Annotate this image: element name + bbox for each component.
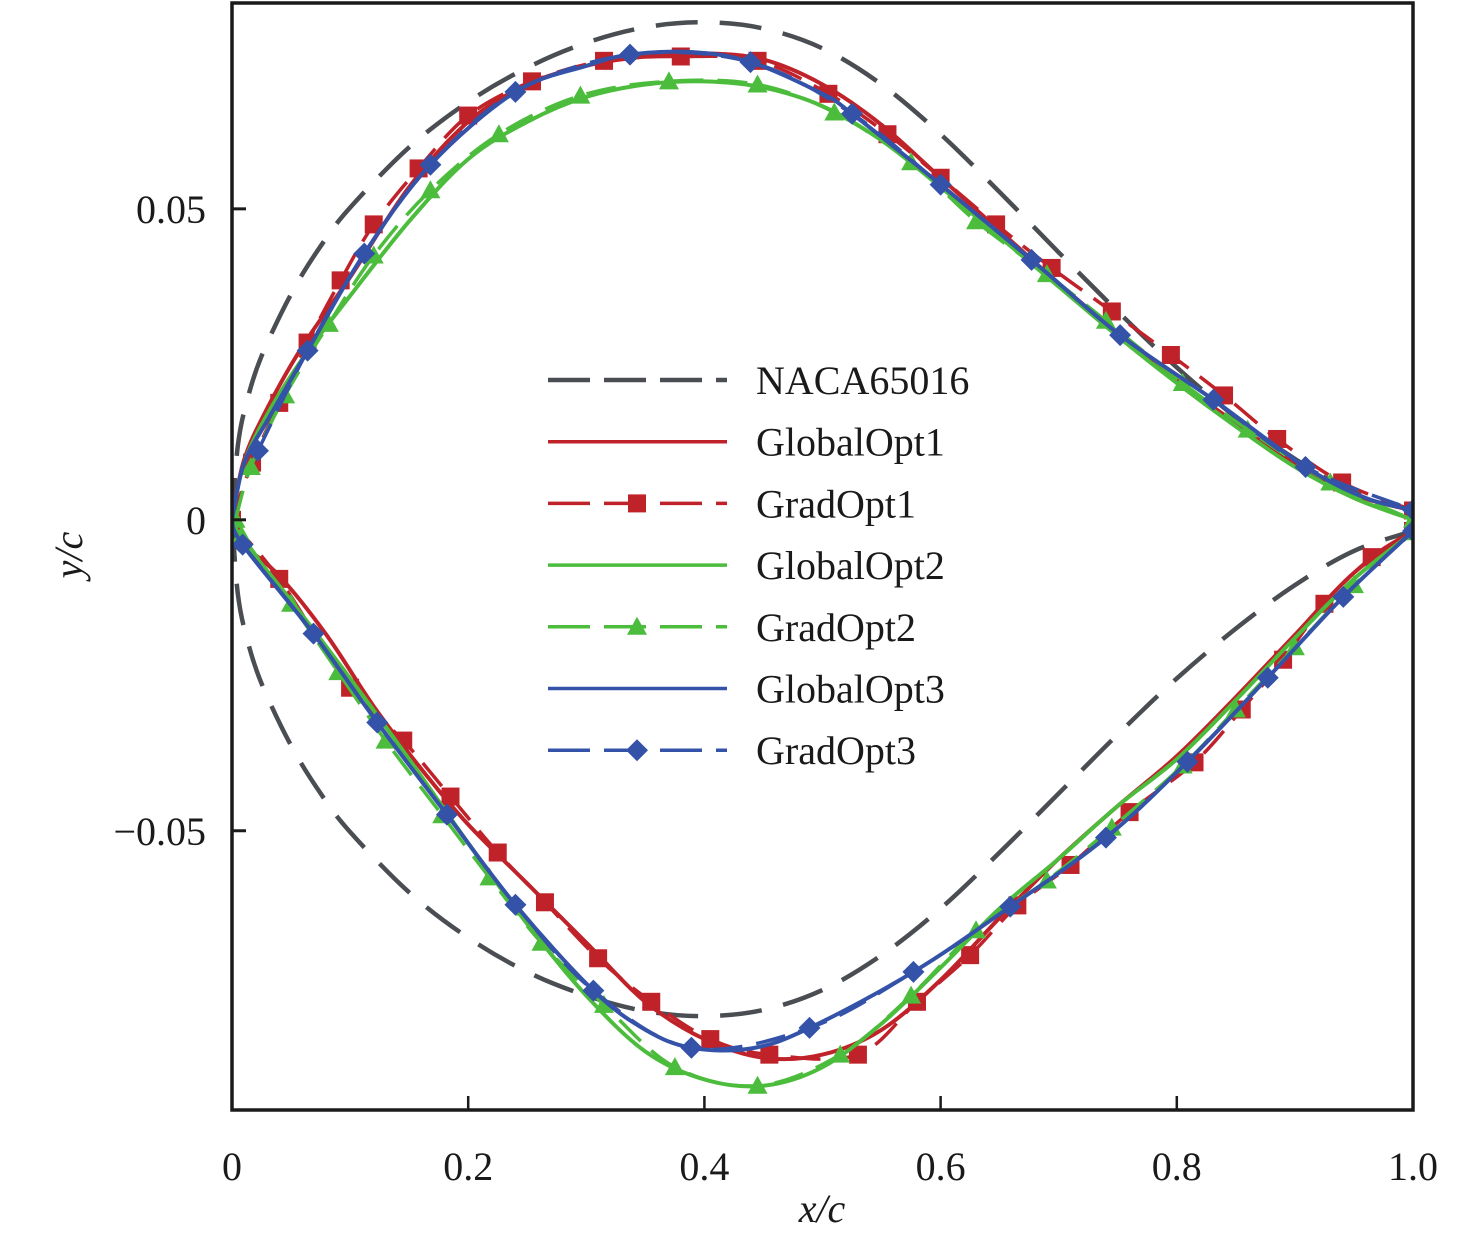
legend-marker-gradopt1 xyxy=(628,494,646,513)
legend-label-naca65016: NACA65016 xyxy=(756,358,969,403)
marker-gradopt2-upper-6 xyxy=(488,124,509,143)
x-tick-label: 0.6 xyxy=(916,1144,966,1189)
legend-item-globalopt2: GlobalOpt2 xyxy=(548,543,945,588)
legend-item-gradopt1: GradOpt1 xyxy=(548,481,916,526)
marker-gradopt1-lower-10 xyxy=(760,1045,779,1064)
x-axis-title: x/c xyxy=(798,1186,846,1231)
marker-gradopt2-lower-16 xyxy=(1225,699,1246,718)
legend-marker-gradopt3 xyxy=(626,739,648,762)
marker-gradopt2-upper-12 xyxy=(966,211,987,230)
x-tick-label: 0.8 xyxy=(1152,1144,1202,1189)
line-naca65016-lower xyxy=(232,519,1413,1019)
marker-gradopt2-upper-1 xyxy=(240,456,261,475)
legend-item-naca65016: NACA65016 xyxy=(548,358,969,403)
series-layer xyxy=(232,20,1413,1094)
y-tick-label: 0.05 xyxy=(136,187,206,232)
marker-gradopt1-lower-8 xyxy=(642,992,661,1011)
legend-label-gradopt1: GradOpt1 xyxy=(756,481,916,526)
marker-gradopt1-lower-13 xyxy=(961,946,980,965)
y-axis-title: y/c xyxy=(46,531,91,582)
x-tick-label: 1.0 xyxy=(1388,1144,1438,1189)
y-tick-label: −0.05 xyxy=(113,809,206,854)
legend-label-globalopt3: GlobalOpt3 xyxy=(756,667,945,712)
legend-label-gradopt3: GradOpt3 xyxy=(756,728,916,773)
plot-border xyxy=(230,1,1415,1112)
line-globalopt3-upper xyxy=(232,49,1413,521)
marker-gradopt1-lower-11 xyxy=(848,1045,867,1064)
plot-frame xyxy=(230,1,1415,1112)
series-globalopt3 xyxy=(232,49,1413,1053)
marker-gradopt2-upper-15 xyxy=(1172,372,1193,391)
line-globalopt3-lower xyxy=(232,519,1413,1053)
line-naca65016-upper xyxy=(232,20,1413,520)
line-gradopt1-lower xyxy=(232,521,1413,1061)
legend-item-gradopt3: GradOpt3 xyxy=(548,728,916,773)
legend-item-gradopt2: GradOpt2 xyxy=(548,605,916,650)
marker-gradopt3-lower-14 xyxy=(1402,520,1413,543)
marker-gradopt1-upper-5 xyxy=(364,215,383,234)
legend-item-globalopt1: GlobalOpt1 xyxy=(548,420,945,465)
series-naca65016 xyxy=(232,20,1413,1019)
legend-marker-gradopt2 xyxy=(627,616,647,635)
legend-label-globalopt1: GlobalOpt1 xyxy=(756,420,945,465)
marker-gradopt1-lower-7 xyxy=(589,949,608,968)
line-globalopt2-upper xyxy=(232,79,1413,522)
x-tick-label: 0 xyxy=(222,1144,242,1189)
marker-gradopt2-lower-3 xyxy=(375,730,396,749)
x-tick-label: 0.4 xyxy=(679,1144,729,1189)
line-globalopt1-lower xyxy=(232,518,1413,1062)
legend-label-gradopt2: GradOpt2 xyxy=(756,605,916,650)
legend-label-globalopt2: GlobalOpt2 xyxy=(756,543,945,588)
x-tick-label: 0.2 xyxy=(443,1144,493,1189)
legend-item-globalopt3: GlobalOpt3 xyxy=(548,667,945,712)
legend: NACA65016 GlobalOpt1 GradOpt1 GlobalOpt2 Gra… xyxy=(548,358,969,773)
y-tick-label: 0 xyxy=(186,498,206,543)
marker-gradopt1-upper-18 xyxy=(1161,346,1180,365)
axis-ticks: 0 0.2 0.4 0.6 0.8 1.0 −0.05 0 0.05 xyxy=(113,187,1438,1189)
